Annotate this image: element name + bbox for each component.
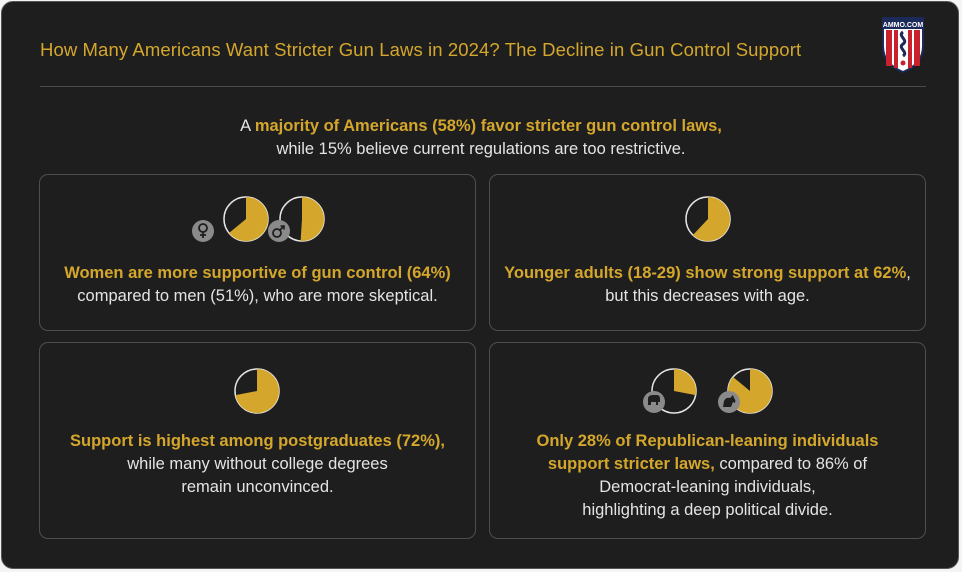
- gender-highlight: Women are more supportive of gun control…: [64, 264, 451, 282]
- pie-women: [223, 196, 269, 242]
- education-highlight: Support is highest among postgraduates (…: [70, 432, 445, 450]
- card-age: Younger adults (18-29) show strong suppo…: [489, 174, 926, 331]
- education-line-2: while many without college degrees: [127, 455, 388, 473]
- party-line-3: Democrat-leaning individuals,: [599, 478, 816, 496]
- pie-slice-28: [674, 369, 696, 396]
- pie-slice-72: [235, 369, 280, 413]
- card-education: Support is highest among postgraduates (…: [39, 342, 476, 539]
- pie-postgraduates: [234, 368, 280, 414]
- education-line-3: remain unconvinced.: [181, 478, 334, 496]
- card-party: Only 28% of Republican-leaning individua…: [489, 342, 926, 539]
- pie-slice-51: [300, 197, 324, 241]
- gender-text: Women are more supportive of gun control…: [40, 262, 475, 308]
- democrat-donkey-icon: [718, 391, 740, 413]
- intro-summary: A majority of Americans (58%) favor stri…: [2, 115, 960, 161]
- pie-republicans: [651, 368, 697, 414]
- age-suffix: ,: [906, 264, 911, 282]
- party-line-2-suffix: compared to 86% of: [714, 455, 868, 473]
- card-gender: Women are more supportive of gun control…: [39, 174, 476, 331]
- party-line-4: highlighting a deep political divide.: [582, 501, 833, 519]
- logo-text: AMMO.COM: [883, 22, 924, 29]
- intro-highlight: majority of Americans (58%) favor strict…: [254, 117, 722, 135]
- pie-young-adults: [685, 196, 731, 242]
- intro-prefix: A: [240, 117, 255, 135]
- pie-slice-64: [229, 197, 269, 241]
- pie-slice-62: [692, 197, 730, 241]
- male-symbol-icon: [268, 220, 290, 242]
- age-line-2: but this decreases with age.: [605, 287, 810, 305]
- gender-line-2: compared to men (51%), who are more skep…: [77, 287, 438, 305]
- party-highlight-2: support stricter laws,: [547, 455, 715, 473]
- ammo-com-shield-logo: AMMO.COM: [882, 17, 924, 74]
- education-pie-icons: [234, 368, 280, 414]
- title-divider: [40, 86, 926, 87]
- pie-men: [279, 196, 325, 242]
- age-highlight: Younger adults (18-29) show strong suppo…: [504, 264, 907, 282]
- page-title: How Many Americans Want Stricter Gun Law…: [40, 39, 802, 60]
- republican-elephant-icon: [643, 391, 665, 413]
- party-text: Only 28% of Republican-leaning individua…: [490, 430, 925, 522]
- education-text: Support is highest among postgraduates (…: [40, 430, 475, 499]
- intro-line-2: while 15% believe current regulations ar…: [276, 140, 686, 158]
- party-pie-icons: [643, 368, 773, 414]
- age-pie-icons: [685, 196, 731, 242]
- party-highlight-1: Only 28% of Republican-leaning individua…: [536, 432, 879, 450]
- female-symbol-icon: [192, 220, 214, 242]
- age-text: Younger adults (18-29) show strong suppo…: [490, 262, 925, 308]
- gender-pie-icons: [192, 196, 325, 242]
